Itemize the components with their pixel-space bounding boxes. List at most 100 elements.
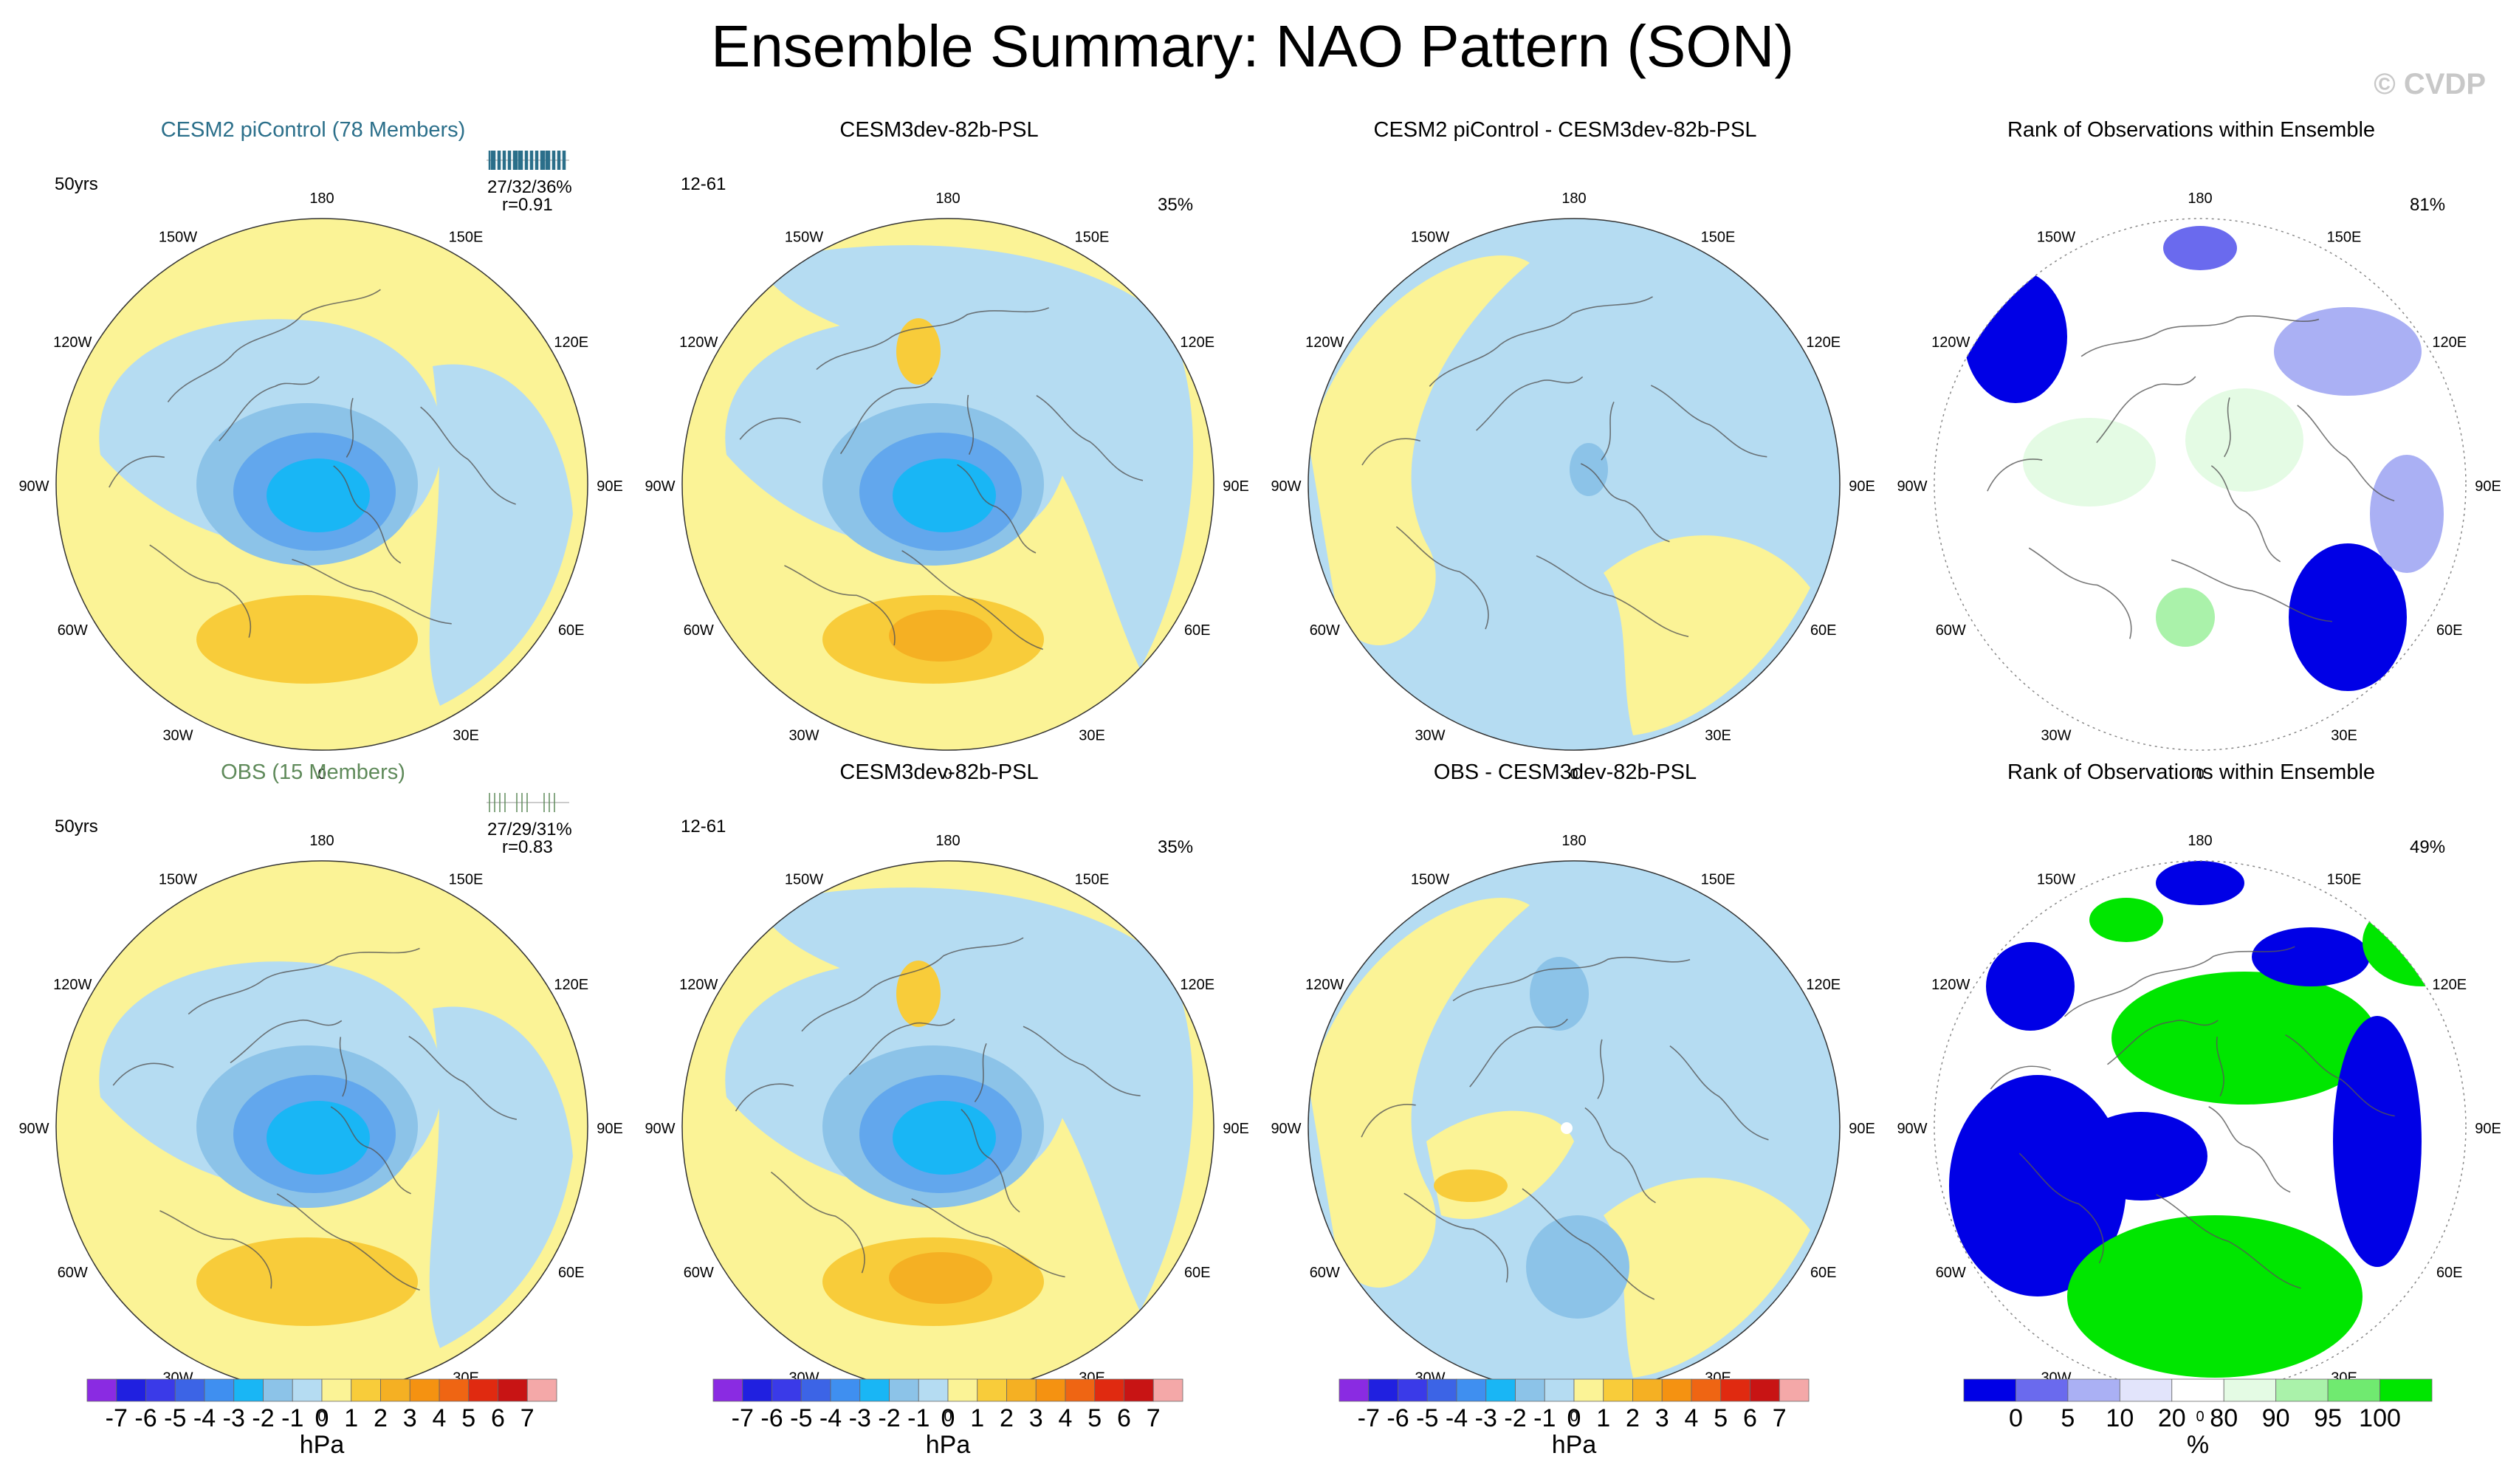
coastline: [1536, 555, 1689, 637]
colorbar-swatch: [830, 1378, 861, 1402]
coastline: [1036, 395, 1144, 481]
longitude-label: 90W: [18, 478, 49, 495]
colorbar-tick-label: 2: [1000, 1404, 1014, 1432]
map-panel-r1-c2: CESM3dev-82b-PSL 180 150E 120E 90E 60E 30E 0 30W…: [626, 111, 1252, 842]
panel-title: OBS (15 Members): [221, 760, 405, 784]
coastline: [276, 1193, 420, 1291]
colorbar-swatch: [2275, 1378, 2329, 1402]
colorbar-tick-label: 0: [1567, 1404, 1581, 1432]
longitude-label: 30E: [1079, 728, 1105, 744]
colorbar-swatch: [1006, 1378, 1037, 1402]
colorbar-swatch: [918, 1378, 949, 1402]
colorbar-tick-label: 90: [2261, 1404, 2290, 1432]
longitude-label: 180: [2188, 833, 2212, 849]
longitude-label: 150W: [1411, 229, 1449, 245]
colorbar-tick-label: -7: [105, 1404, 128, 1432]
colorbar-swatch: [1750, 1378, 1780, 1402]
coastline: [739, 417, 801, 440]
colorbar-swatch: [321, 1378, 352, 1402]
colorbar-swatch: [1544, 1378, 1575, 1402]
colorbar-tick-label: -7: [1357, 1404, 1380, 1432]
panel-title: CESM3dev-82b-PSL: [839, 118, 1039, 142]
colorbar-swatch: [1035, 1378, 1066, 1402]
longitude-label: 60W: [1310, 1265, 1340, 1281]
colorbar-tick-label: -6: [134, 1404, 157, 1432]
colorbar-swatches: [1963, 1378, 2433, 1402]
coastline: [1650, 385, 1767, 458]
longitude-label: 0: [1570, 766, 1578, 783]
coastline: [408, 1035, 518, 1120]
longitude-label: 0: [944, 1409, 952, 1425]
colorbar-swatch: [1603, 1378, 1633, 1402]
colorbar-tick-label: 80: [2210, 1404, 2238, 1432]
coastline: [112, 1062, 174, 1086]
colorbar-unit: %: [2186, 1431, 2210, 1459]
colorbar-swatch: [2171, 1378, 2224, 1402]
colorbar-tick-label: 3: [1028, 1404, 1043, 1432]
coastline: [2156, 1194, 2301, 1289]
colorbar-tick-label: -6: [760, 1404, 783, 1432]
coastline: [1429, 296, 1653, 387]
longitude-label: 60E: [1184, 1265, 1211, 1281]
colorbar-swatch: [1426, 1378, 1457, 1402]
colorbar-swatch: [1720, 1378, 1750, 1402]
longitude-label: 90E: [2475, 478, 2501, 495]
coastline: [2285, 1034, 2395, 1117]
longitude-label: 120W: [1931, 334, 1970, 351]
hpa-colorbar: -7 -6 -5 -4 -3 -2 -1 0 1 2 3 4 5 6 7 hPa: [0, 1378, 626, 1463]
colorbar-swatch: [204, 1378, 235, 1402]
colorbar-tick-label: 1: [970, 1404, 985, 1432]
coastline: [911, 1198, 1065, 1278]
map-fill: [56, 861, 588, 1392]
map-panel-r2-c1: OBS (15 Members) 180 150E 120E 90E 60E 30E 0 30W…: [0, 753, 626, 1484]
longitude-label: 90E: [1849, 1121, 1875, 1137]
longitude-label: 30E: [2331, 728, 2357, 744]
coastline: [1990, 1065, 2052, 1090]
map-border: [1934, 860, 2467, 1393]
coastline: [420, 406, 516, 505]
coastline: [1601, 401, 1615, 461]
longitude-label: 120E: [1180, 977, 1214, 993]
colorbar-tick-label: 4: [432, 1404, 447, 1432]
coastline: [1584, 1107, 1656, 1203]
coastline: [1597, 1039, 1604, 1099]
colorbar-swatch: [947, 1378, 978, 1402]
coastline: [2216, 1037, 2224, 1096]
longitude-label: 30E: [1705, 728, 1731, 744]
longitude-label: 120E: [554, 977, 588, 993]
colorbar-swatch: [351, 1378, 381, 1402]
longitude-label: 120W: [1305, 334, 1344, 351]
longitude-label: 180: [1561, 190, 1586, 207]
longitude-label: 180: [309, 190, 334, 207]
colorbar-swatch: [1485, 1378, 1516, 1402]
colorbar-tick-label: 7: [1146, 1404, 1161, 1432]
period-label: 12-61: [681, 817, 726, 837]
colorbar-tick-label: 3: [1654, 1404, 1669, 1432]
coastline: [2208, 1106, 2291, 1193]
longitude-label: 0: [944, 766, 952, 783]
map-fill: [1308, 861, 1840, 1392]
longitude-label: 150E: [449, 871, 484, 887]
hpa-colorbar: -7 -6 -5 -4 -3 -2 -1 0 1 2 3 4 5 6 7 hPa: [1252, 1378, 1878, 1463]
longitude-label: 150W: [159, 871, 197, 887]
colorbar-swatch: [233, 1378, 264, 1402]
coastline: [770, 1171, 865, 1274]
longitude-label: 120E: [1180, 334, 1214, 351]
coastline: [109, 456, 165, 488]
map-fill: [682, 219, 1214, 750]
longitude-label: 150E: [449, 229, 484, 245]
colorbar-swatch: [1632, 1378, 1663, 1402]
colorbar-tick-label: 5: [461, 1404, 476, 1432]
longitude-label: 60W: [58, 1265, 88, 1281]
percent-variance: 49%: [2410, 837, 2446, 857]
longitude-label: 60E: [2436, 1265, 2463, 1281]
longitude-label: 120W: [1931, 977, 1970, 993]
longitude-label: 90E: [1223, 478, 1249, 495]
coastline: [957, 464, 1037, 554]
colorbar-swatch: [2223, 1378, 2277, 1402]
coastline: [2096, 376, 2196, 444]
colorbar-swatches: [712, 1378, 1183, 1402]
colorbar-swatch: [1398, 1378, 1428, 1402]
